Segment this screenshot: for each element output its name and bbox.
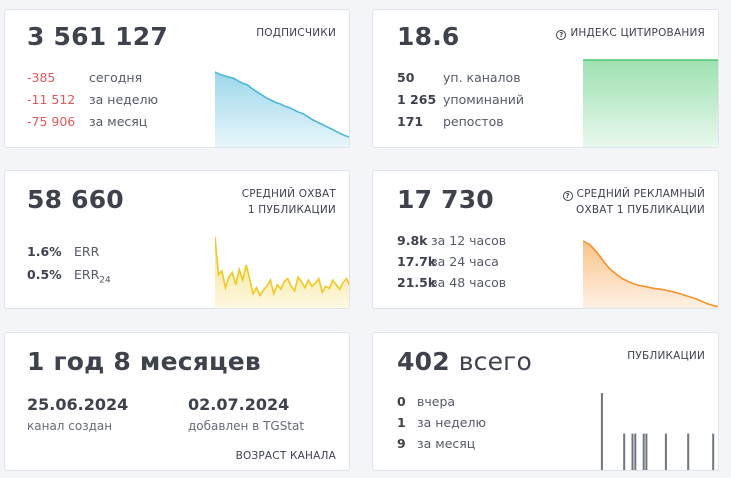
reach-trend-chart <box>215 236 349 308</box>
reach-value: 58 660 <box>27 185 124 214</box>
subscribers-card[interactable]: 3 561 127 ПОДПИСЧИКИ -385 сегодня -11 512… <box>4 9 350 148</box>
subscribers-line <box>215 71 349 138</box>
question-icon[interactable]: ? <box>556 30 567 40</box>
publications-bar <box>634 433 637 470</box>
stat-desc: за 12 часов <box>431 233 507 248</box>
reach-card[interactable]: 58 660 СРЕДНИЙ ОХВАТ 1 ПУБЛИКАЦИИ 1.6% ER… <box>4 170 350 309</box>
stat-value: 0 <box>397 394 406 409</box>
created-date: 25.06.2024 <box>27 395 129 414</box>
stat-value: 9.8k <box>397 233 428 248</box>
stat-desc: сегодня <box>89 70 143 85</box>
stat-value: 171 <box>397 114 424 129</box>
stat-value: 1 265 <box>397 92 437 107</box>
ad-reach-card[interactable]: 17 730 ? СРЕДНИЙ РЕКЛАМНЫЙ ОХВАТ 1 ПУБЛИК… <box>372 170 719 309</box>
stat-desc: ERR <box>74 244 100 259</box>
stat-desc: уп. каналов <box>443 70 521 85</box>
citation-area <box>583 60 718 147</box>
ad-reach-label-text: СРЕДНИЙ РЕКЛАМНЫЙ <box>576 188 705 200</box>
channel-age-value: 1 год 8 месяцев <box>27 347 261 376</box>
stat-desc: за неделю <box>417 415 486 430</box>
stat-row: 1.6% ERR <box>27 244 99 259</box>
citation-label: ? ИНДЕКС ЦИТИРОВАНИЯ <box>556 25 705 41</box>
stat-desc: за неделю <box>89 92 158 107</box>
stat-desc: за 24 часа <box>431 254 499 269</box>
stat-row: 0 вчера <box>397 394 455 409</box>
stat-value: 17.7k <box>397 254 437 269</box>
publications-bar <box>623 433 626 470</box>
added-date: 02.07.2024 <box>188 395 290 414</box>
publications-value: 402 всего <box>397 347 532 376</box>
stat-value: 0.5% <box>27 267 62 282</box>
added-desc: добавлен в TGStat <box>188 419 305 433</box>
stat-desc: за 48 часов <box>431 275 507 290</box>
publications-label: ПУБЛИКАЦИИ <box>627 350 705 362</box>
stat-desc: за месяц <box>89 114 148 129</box>
reach-label-line2: 1 ПУБЛИКАЦИИ <box>247 204 336 216</box>
question-icon[interactable]: ? <box>562 191 573 201</box>
ad-reach-label: ? СРЕДНИЙ РЕКЛАМНЫЙ ОХВАТ 1 ПУБЛИКАЦИИ <box>562 186 705 218</box>
created-desc: канал создан <box>27 419 113 433</box>
stat-desc: вчера <box>417 394 456 409</box>
stat-row: 9.8k за 12 часов <box>397 233 506 248</box>
stat-row: 17.7kза 24 часа <box>397 254 499 269</box>
stat-value: 50 <box>397 70 415 85</box>
stat-value: 1 <box>397 415 406 430</box>
subscribers-trend-chart <box>215 71 349 147</box>
stat-desc-subscript: 24 <box>99 275 111 286</box>
stat-row: -75 906 за месяц <box>27 114 147 129</box>
publications-bar <box>631 433 634 470</box>
publications-count: 402 <box>397 347 450 376</box>
ad-reach-value: 17 730 <box>397 185 494 214</box>
citation-trend-chart <box>583 59 718 147</box>
channel-age-card[interactable]: 1 год 8 месяцев 25.06.2024 канал создан … <box>4 332 350 471</box>
publications-bar <box>664 433 667 470</box>
stat-row: -385 сегодня <box>27 70 142 85</box>
stat-desc: репостов <box>443 114 504 129</box>
stat-row: 1 265 упоминаний <box>397 92 524 107</box>
stat-desc: упоминаний <box>443 92 525 107</box>
stat-row: 171 репостов <box>397 114 504 129</box>
subscribers-label: ПОДПИСЧИКИ <box>256 27 336 39</box>
stat-value: 21.5k <box>397 275 437 290</box>
stat-row: 1 за неделю <box>397 415 486 430</box>
publications-unit: всего <box>458 347 532 376</box>
publications-bar-chart <box>600 393 715 470</box>
citation-label-text: ИНДЕКС ЦИТИРОВАНИЯ <box>570 27 705 39</box>
publications-bar <box>600 393 603 470</box>
stat-row: -11 512 за неделю <box>27 92 158 107</box>
citation-card[interactable]: 18.6 ? ИНДЕКС ЦИТИРОВАНИЯ 50 уп. каналов 1… <box>372 9 719 148</box>
reach-label: СРЕДНИЙ ОХВАТ 1 ПУБЛИКАЦИИ <box>242 186 336 218</box>
publications-bar <box>712 433 715 470</box>
ad-reach-label-line1: ? СРЕДНИЙ РЕКЛАМНЫЙ <box>562 186 705 202</box>
stat-desc: ERR <box>74 267 100 282</box>
stat-row: 21.5kза 48 часов <box>397 275 506 290</box>
publications-bar <box>642 433 645 470</box>
reach-line <box>215 236 349 297</box>
stat-row: 50 уп. каналов <box>397 70 521 85</box>
stat-value: 9 <box>397 436 406 451</box>
stat-value: -385 <box>27 70 56 85</box>
stat-value: -11 512 <box>27 92 76 107</box>
subscribers-count: 3 561 127 <box>27 22 168 51</box>
subscribers-area <box>215 72 349 147</box>
ad-reach-label-line2: ОХВАТ 1 ПУБЛИКАЦИИ <box>576 204 705 216</box>
reach-area <box>215 236 349 308</box>
ad_reach-area <box>583 241 718 308</box>
channel-age-label: ВОЗРАСТ КАНАЛА <box>235 450 336 462</box>
stat-row: 0.5% ERR24 <box>27 267 111 286</box>
publications-card[interactable]: 402 всего ПУБЛИКАЦИИ 0 вчера 1 за неделю 9… <box>372 332 719 471</box>
reach-label-line1: СРЕДНИЙ ОХВАТ <box>241 188 336 200</box>
stat-desc: за месяц <box>417 436 476 451</box>
stat-row: 9 за месяц <box>397 436 475 451</box>
publications-bar <box>645 433 648 470</box>
stat-value: -75 906 <box>27 114 76 129</box>
citation-index-value: 18.6 <box>397 22 460 51</box>
ad-reach-trend-chart <box>583 240 718 308</box>
stat-value: 1.6% <box>27 244 62 259</box>
publications-bar <box>687 433 690 470</box>
ad_reach-line <box>583 240 718 308</box>
